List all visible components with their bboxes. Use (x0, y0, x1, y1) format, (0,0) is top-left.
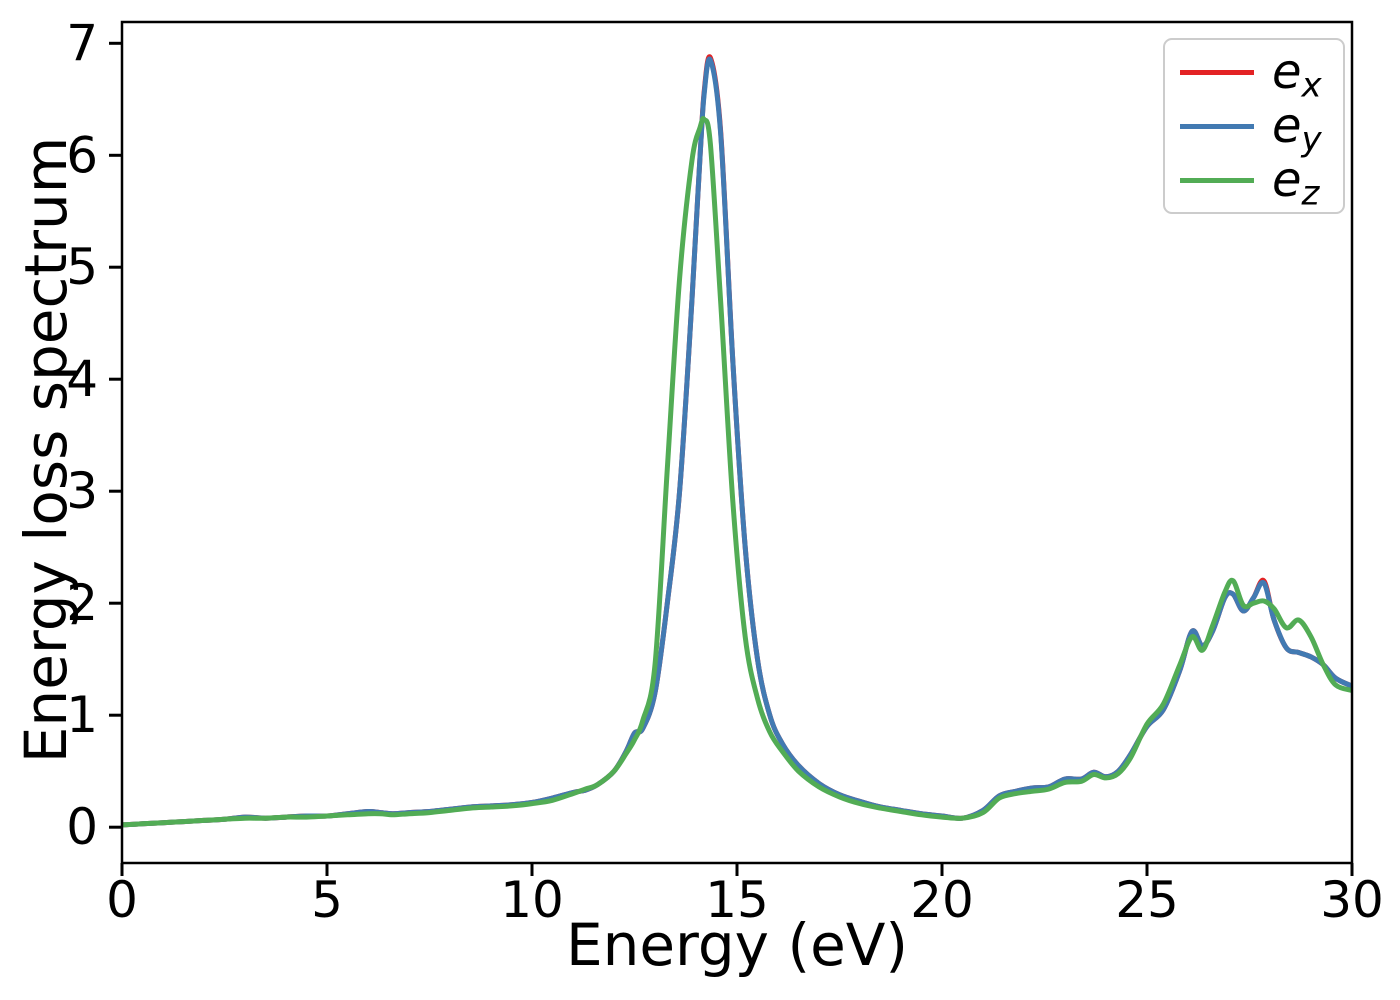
x-tick-label-10: 10 (500, 871, 564, 929)
legend-item-ez: ez (1180, 152, 1343, 214)
legend-label-ey: ey (1272, 98, 1322, 160)
legend-line-ey (1180, 123, 1254, 129)
legend-line-ez (1180, 177, 1254, 183)
y-axis-title: Energy loss spectrum (12, 136, 80, 764)
y-tick-label-5: 5 (66, 238, 98, 296)
x-tick-label-25: 25 (1115, 871, 1179, 929)
legend: ex ey ez (1163, 38, 1345, 214)
y-tick-label-4: 4 (66, 350, 98, 408)
y-tick-label-6: 6 (66, 126, 98, 184)
y-tick-label-3: 3 (66, 462, 98, 520)
legend-item-ex: ex (1180, 44, 1343, 106)
x-tick-label-5: 5 (311, 871, 343, 929)
legend-label-ex: ex (1272, 44, 1322, 106)
series-ez-line (122, 115, 1352, 828)
legend-label-ez: ez (1272, 152, 1320, 214)
legend-line-ex (1180, 69, 1254, 75)
x-tick-label-15: 15 (705, 871, 769, 929)
x-tick-label-20: 20 (910, 871, 974, 929)
x-tick-label-30: 30 (1320, 871, 1384, 929)
y-tick-label-7: 7 (66, 14, 98, 72)
legend-item-ey: ey (1180, 98, 1343, 160)
x-axis-title: Energy (eV) (565, 911, 909, 979)
y-tick-label-0: 0 (66, 798, 98, 856)
x-tick-label-0: 0 (106, 871, 138, 929)
y-tick-label-1: 1 (66, 686, 98, 744)
y-tick-label-2: 2 (66, 574, 98, 632)
